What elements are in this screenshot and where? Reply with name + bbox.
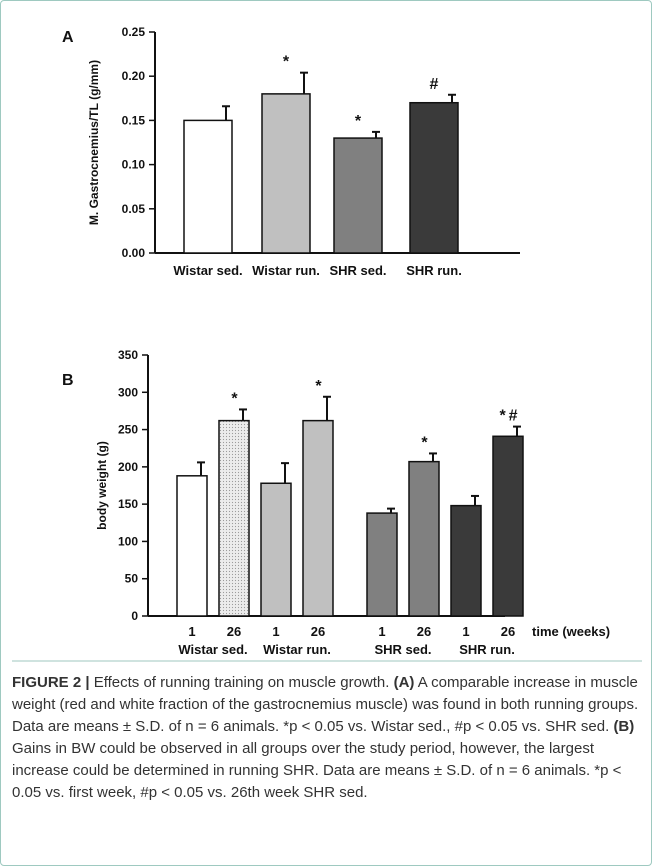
panel-a-y-tick-label: 0.25 [122,25,146,39]
panel-b-y-axis-label: body weight (g) [95,441,109,530]
panel-a-significance-mark: * [355,113,362,130]
panel-b-x-axis-label: time (weeks) [532,624,610,639]
panel-b-y-tick-label: 300 [118,385,138,399]
caption-label: FIGURE 2 | [12,674,90,691]
panel-b-y-tick-label: 100 [118,534,138,548]
caption-intro: Effects of running training on muscle gr… [89,674,394,691]
panel-b-bar [450,504,482,617]
panel-a-bar [409,101,459,254]
panel-b-bar [260,482,292,617]
panel-a-y-tick-label: 0.15 [122,113,146,127]
caption-a-tag: (A) [393,674,415,691]
panel-b-group-label: Wistar run. [263,642,331,657]
panel-a-category-label: Wistar sed. [173,263,242,278]
panel-b-bar [408,460,440,617]
panel-a-chart: A 0.00 0.05 0.10 0.15 0.20 0.25 M. Gastrocnemiu… [62,25,520,278]
panel-a-category-label: SHR run. [406,263,462,278]
panel-b-y-tick-label: 250 [118,423,138,437]
panel-b-week-label: 26 [311,624,325,639]
panel-a-y-axis-label: M. Gastrocnemius/TL (g/mm) [87,60,101,225]
panel-b-significance-mark: *# [499,408,520,425]
panel-b-week-label: 26 [227,624,241,639]
panel-b-y-tick-label: 150 [118,497,138,511]
panel-b-bar [218,419,250,617]
panel-b-week-label: 1 [188,624,195,639]
panel-b-week-label: 1 [462,624,469,639]
panel-b-bar [366,512,398,617]
panel-b-week-label: 1 [272,624,279,639]
panel-b-week-label: 1 [378,624,385,639]
panel-a-bar [183,119,233,254]
panel-a-category-label: Wistar run. [252,263,320,278]
panel-b-bar [492,435,524,617]
panel-a-y-tick-label: 0.00 [122,246,146,260]
panel-b-group-label: SHR sed. [374,642,431,657]
caption-b-tag: (B) [613,718,635,735]
panel-b-significance-mark: * [421,434,430,451]
panel-a-letter: A [62,29,74,46]
panel-b-chart: B 0 50 100 150 200 250 300 350 body weight (g) 1 * 2… [62,348,610,657]
panel-a-y-tick-label: 0.05 [122,202,146,216]
panel-b-group-label: Wistar sed. [178,642,247,657]
panel-a-bar [261,93,311,254]
panel-b-significance-mark: * [231,390,240,407]
panel-a-bar [333,137,383,254]
panel-b-y-tick-label: 0 [131,609,138,623]
panel-b-bar [302,419,334,617]
panel-b-letter: B [62,372,74,389]
figure-caption: FIGURE 2 | Effects of running training o… [12,660,642,804]
panel-a-y-tick-label: 0.10 [122,158,146,172]
panel-a-category-label: SHR sed. [329,263,386,278]
panel-b-y-tick-label: 350 [118,348,138,362]
panel-b-bar [176,475,208,617]
panel-b-y-tick-label: 50 [125,572,139,586]
panel-a-y-tick-label: 0.20 [122,69,146,83]
panel-b-group-label: SHR run. [459,642,515,657]
panel-a-significance-mark: # [430,76,439,93]
caption-a-text: A comparable increase in muscle weight (… [12,674,639,735]
caption-b-text: Gains in BW could be observed in all gro… [12,740,622,801]
panel-b-y-tick-label: 200 [118,460,138,474]
panel-b-week-label: 26 [501,624,515,639]
panel-b-week-label: 26 [417,624,431,639]
panel-a-significance-mark: * [283,54,290,71]
panel-b-significance-mark: * [315,378,324,395]
